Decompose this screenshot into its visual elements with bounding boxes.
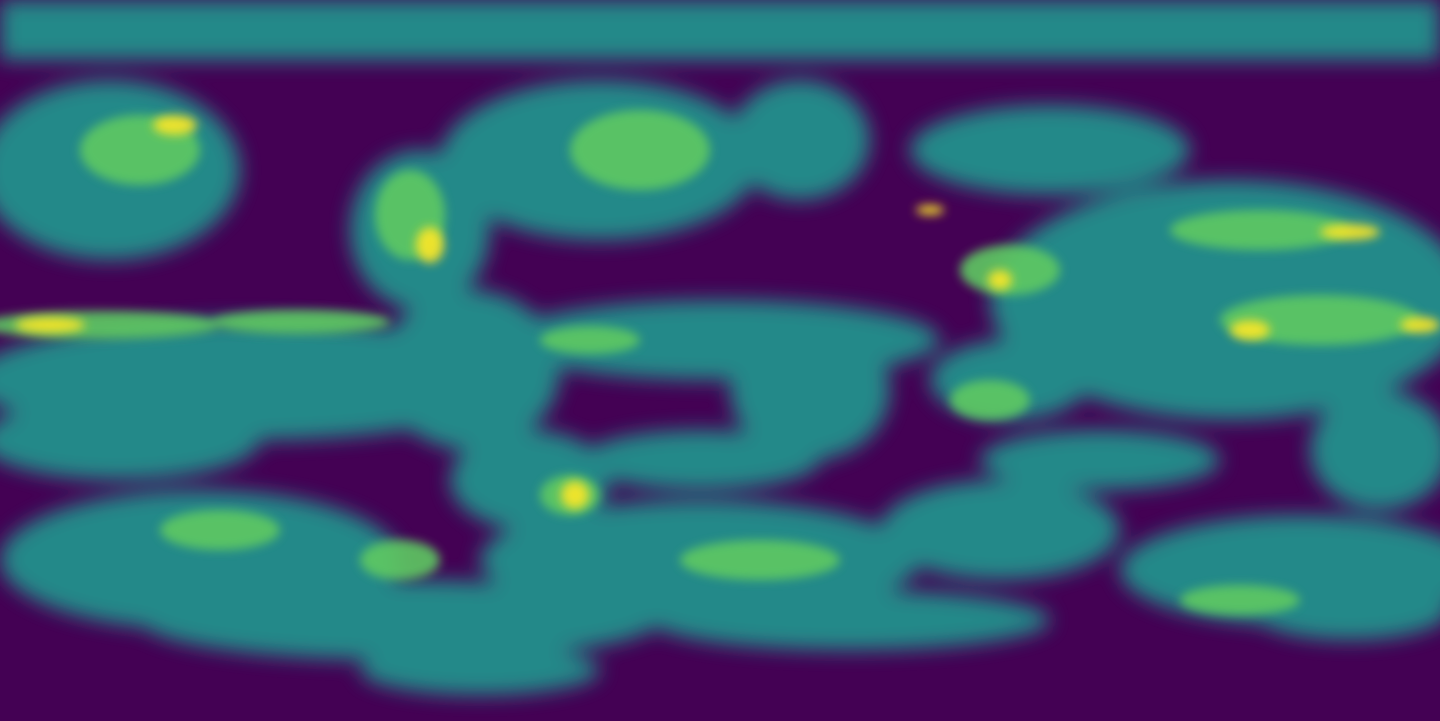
field-peak-band [15,115,1440,509]
